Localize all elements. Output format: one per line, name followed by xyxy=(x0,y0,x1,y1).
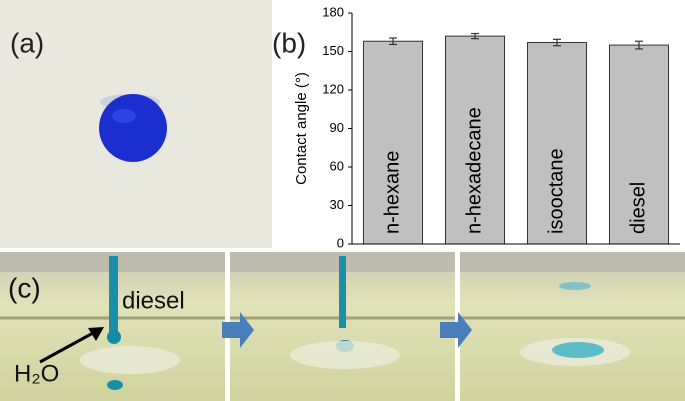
panel-label: (c) xyxy=(8,272,41,303)
water-droplet xyxy=(99,94,167,162)
category-label: n-hexadecane xyxy=(463,107,485,234)
category-label: isooctane xyxy=(545,148,567,234)
y-axis-label: Contact angle (°) xyxy=(293,72,310,185)
annotation: H₂O xyxy=(14,360,59,387)
y-tick-label: 180 xyxy=(322,4,344,19)
y-tick-label: 60 xyxy=(330,158,344,173)
category-label: diesel xyxy=(627,182,649,234)
panel-label: (a) xyxy=(10,27,44,58)
y-tick-label: 90 xyxy=(330,120,344,135)
pointer-arrowhead xyxy=(88,327,104,341)
panel-label: (b) xyxy=(272,27,306,58)
arrow xyxy=(222,312,254,348)
bar xyxy=(362,40,424,245)
y-tick-label: 120 xyxy=(322,81,344,96)
bar xyxy=(608,44,670,245)
bar xyxy=(444,35,506,245)
droplet-highlight xyxy=(112,109,136,123)
y-tick-label: 30 xyxy=(330,197,344,212)
arrow xyxy=(440,312,472,348)
y-tick-label: 150 xyxy=(322,43,344,58)
y-tick-label: 0 xyxy=(337,235,344,250)
photo-c3 xyxy=(460,252,685,401)
photo-c2 xyxy=(230,252,455,401)
photo-c1 xyxy=(0,252,225,401)
annotation: diesel xyxy=(122,287,185,314)
bar xyxy=(526,42,588,245)
category-label: n-hexane xyxy=(381,151,403,234)
pointer-arrow xyxy=(39,331,94,364)
